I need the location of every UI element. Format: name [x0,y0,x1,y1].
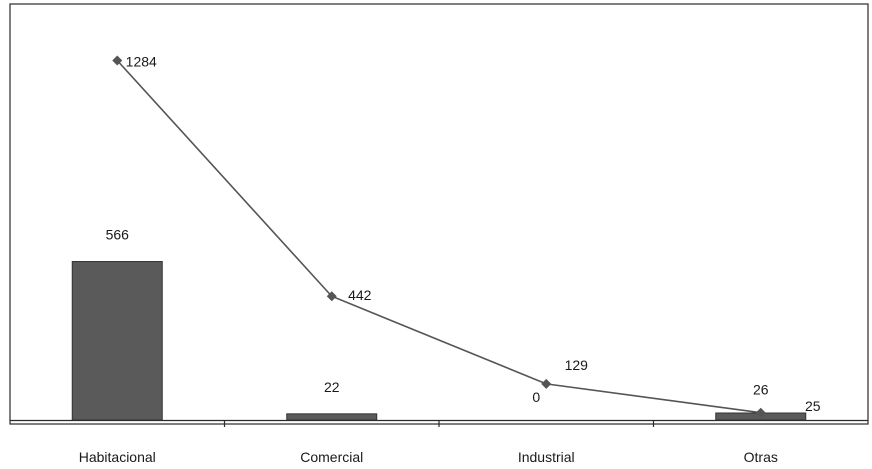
bar-value-label-comercial: 22 [324,379,340,395]
bar-value-label-habitacional: 566 [106,227,130,243]
line-value-label-habitacional: 1284 [126,53,157,69]
line-path [116,59,761,414]
category-label-otras: Otras [744,449,778,465]
bar-habitacional [71,261,163,421]
category-labels: Habitacional Comercial Industrial Otras [79,449,778,465]
bar-comercial [286,413,378,421]
line-marker-habitacional [112,55,123,66]
line-value-label-comercial: 442 [348,287,372,303]
bar-value-label-otras: 25 [805,398,821,414]
bar-value-label-industrial: 0 [532,389,540,405]
category-label-habitacional: Habitacional [79,449,156,465]
data-labels: 566 22 0 25 1284 442 129 26 [106,53,821,414]
category-label-comercial: Comercial [300,449,363,465]
line-series [112,55,766,418]
line-value-label-otras: 26 [753,382,769,398]
line-marker-comercial [326,291,337,302]
category-label-industrial: Industrial [518,449,575,465]
line-value-label-industrial: 129 [565,357,589,373]
line-marker-otras [755,407,766,418]
line-marker-industrial [541,378,552,389]
x-axis-ticks [223,420,655,427]
